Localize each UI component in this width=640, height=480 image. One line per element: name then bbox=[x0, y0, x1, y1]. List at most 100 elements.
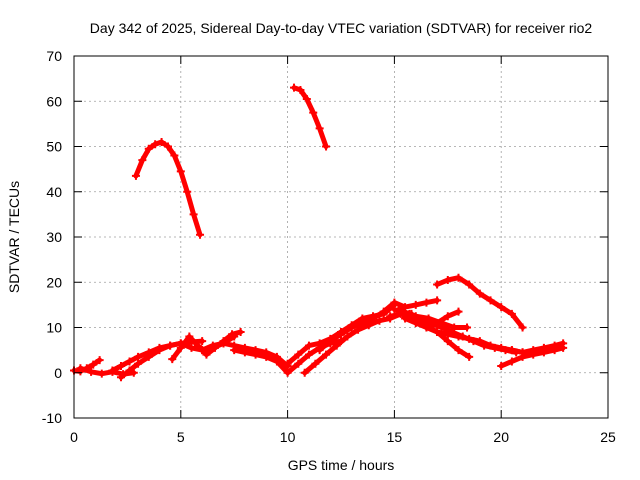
data-point bbox=[219, 339, 228, 348]
data-point bbox=[296, 85, 305, 94]
axis-ticks: 0 5 10 15 20 25 -10 0 10 20 30 40 50 60 70 bbox=[42, 48, 616, 445]
data-point bbox=[131, 171, 140, 180]
data-point bbox=[518, 323, 527, 332]
x-tick-label: 5 bbox=[177, 429, 185, 445]
data-point bbox=[379, 307, 388, 316]
data-point bbox=[443, 275, 452, 284]
data-point bbox=[475, 337, 484, 346]
y-tick-label: 40 bbox=[46, 184, 62, 200]
series-arc-20 bbox=[133, 139, 203, 238]
y-tick-label: 60 bbox=[46, 93, 62, 109]
data-point bbox=[322, 142, 331, 151]
data-point bbox=[236, 328, 245, 337]
data-point bbox=[304, 350, 313, 359]
data-point bbox=[283, 359, 292, 368]
x-tick-label: 20 bbox=[493, 429, 509, 445]
data-point bbox=[486, 341, 495, 350]
data-point bbox=[454, 332, 463, 341]
data-point bbox=[272, 357, 281, 366]
data-point bbox=[176, 343, 185, 352]
data-point bbox=[185, 332, 194, 341]
y-tick-label: 50 bbox=[46, 139, 62, 155]
data-point bbox=[443, 337, 452, 346]
data-point bbox=[326, 337, 335, 346]
data-point bbox=[134, 352, 143, 361]
data-point bbox=[116, 373, 125, 382]
data-point bbox=[539, 346, 548, 355]
data-point bbox=[166, 341, 175, 350]
data-point bbox=[550, 343, 559, 352]
data-point bbox=[315, 124, 324, 133]
series-arc-15 bbox=[423, 309, 461, 330]
data-point bbox=[386, 312, 395, 321]
data-point bbox=[294, 359, 303, 368]
data-point bbox=[390, 298, 399, 307]
data-point bbox=[151, 140, 160, 149]
y-tick-label: -10 bbox=[42, 410, 62, 426]
y-tick-label: 20 bbox=[46, 274, 62, 290]
data-point bbox=[486, 296, 495, 305]
chart-title: Day 342 of 2025, Sidereal Day-to-day VTE… bbox=[90, 20, 593, 36]
data-point bbox=[401, 314, 410, 323]
data-point bbox=[108, 366, 117, 375]
data-point bbox=[433, 328, 442, 337]
data-point bbox=[262, 352, 271, 361]
data-point bbox=[422, 298, 431, 307]
data-point bbox=[87, 367, 96, 376]
y-tick-label: 0 bbox=[54, 365, 62, 381]
series-arc-16 bbox=[434, 275, 526, 330]
data-point bbox=[125, 366, 134, 375]
data-point bbox=[422, 323, 431, 332]
data-point bbox=[347, 323, 356, 332]
data-point bbox=[405, 309, 414, 318]
data-point bbox=[337, 330, 345, 339]
data-point bbox=[283, 368, 292, 377]
data-point bbox=[507, 346, 516, 355]
data-point bbox=[193, 341, 202, 350]
data-point bbox=[183, 187, 192, 196]
data-point bbox=[144, 144, 153, 153]
data-point bbox=[309, 108, 318, 117]
series-arc-21 bbox=[291, 85, 329, 149]
data-point bbox=[322, 350, 331, 359]
data-point bbox=[437, 323, 446, 332]
data-point bbox=[443, 312, 452, 321]
data-point bbox=[134, 359, 143, 368]
x-tick-label: 15 bbox=[387, 429, 403, 445]
data-point bbox=[375, 316, 384, 325]
x-tick-label: 25 bbox=[600, 429, 616, 445]
data-point bbox=[300, 368, 309, 377]
data-point bbox=[97, 369, 106, 378]
data-point bbox=[518, 348, 527, 357]
data-point bbox=[529, 348, 538, 357]
data-point bbox=[358, 318, 367, 327]
x-tick-label: 10 bbox=[280, 429, 296, 445]
x-axis-label: GPS time / hours bbox=[288, 457, 395, 473]
data-point bbox=[230, 346, 239, 355]
data-point bbox=[497, 361, 506, 370]
data-point bbox=[168, 355, 177, 364]
data-point bbox=[315, 346, 324, 355]
data-point bbox=[411, 318, 420, 327]
data-point bbox=[411, 300, 420, 309]
data-point bbox=[187, 343, 196, 352]
data-point bbox=[369, 314, 378, 323]
data-point bbox=[311, 359, 320, 368]
data-point bbox=[315, 339, 324, 348]
data-point bbox=[433, 318, 442, 327]
data-point bbox=[251, 350, 260, 359]
data-series-layer bbox=[70, 83, 568, 382]
data-point bbox=[463, 323, 472, 332]
data-point bbox=[465, 280, 474, 289]
data-point bbox=[332, 341, 341, 350]
data-point bbox=[89, 360, 98, 369]
data-point bbox=[240, 348, 249, 357]
grid-lines bbox=[74, 56, 608, 418]
data-point bbox=[116, 361, 125, 370]
data-point bbox=[465, 352, 474, 361]
data-point bbox=[198, 346, 207, 355]
data-point bbox=[76, 364, 85, 373]
y-tick-label: 10 bbox=[46, 320, 62, 336]
data-point bbox=[465, 334, 474, 343]
